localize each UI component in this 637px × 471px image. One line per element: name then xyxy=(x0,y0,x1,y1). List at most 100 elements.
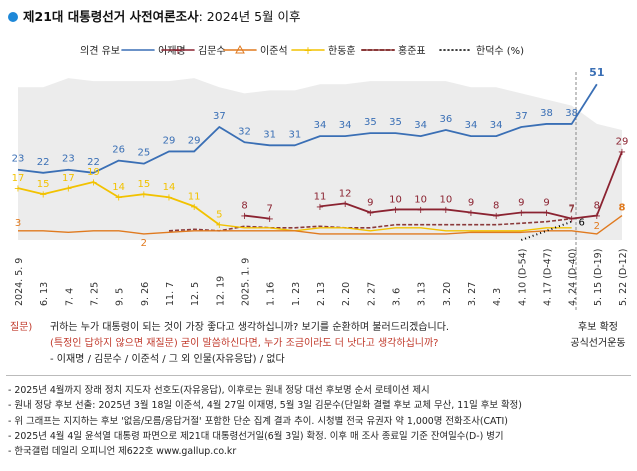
x-tick-label: 7. 4 xyxy=(64,288,75,306)
series-line xyxy=(244,151,623,220)
x-tick-label: 4. 10 (D-54) xyxy=(517,249,528,306)
chart-title: 제21대 대통령선거 사전여론조사: 2024년 5월 이후 xyxy=(8,6,301,25)
data-marker: + xyxy=(114,193,122,204)
data-label: 38 xyxy=(565,108,578,119)
data-label: 35 xyxy=(389,117,402,128)
data-label: 8 xyxy=(493,201,499,212)
x-tick-label: 2024. 5. 9 xyxy=(14,258,25,306)
x-tick-label: 2. 13 xyxy=(316,282,327,306)
x-tick-label: 3. 20 xyxy=(442,282,453,306)
note-line: - 원내 정당 후보 선출: 2025년 3월 18일 이준석, 4월 27일 … xyxy=(8,400,522,412)
data-label: 36 xyxy=(439,114,452,125)
data-marker: + xyxy=(618,147,626,158)
x-tick-label: 12. 19 xyxy=(215,276,226,306)
legend-label: 이재명 xyxy=(158,45,186,57)
phase-label-2: 공식선거운동 xyxy=(570,338,626,349)
title-sub: : 2024년 5월 이후 xyxy=(198,9,301,24)
x-tick-label: 9. 26 xyxy=(140,282,151,306)
data-marker: + xyxy=(165,193,173,204)
x-tick-label: 3. 13 xyxy=(417,282,428,306)
x-tick-label: 12. 5 xyxy=(190,282,201,306)
data-marker: + xyxy=(190,202,198,213)
data-label: 31 xyxy=(263,129,276,140)
data-label: 34 xyxy=(314,120,327,131)
legend-label: 이준석 xyxy=(260,45,288,57)
data-label: 5 xyxy=(216,210,222,221)
data-label: 34 xyxy=(414,120,427,131)
data-label: 23 xyxy=(12,154,25,165)
legend-marker: + xyxy=(173,44,182,57)
data-marker: + xyxy=(14,184,22,195)
data-label: 11 xyxy=(314,191,327,202)
x-tick-label: 2025. 1. 9 xyxy=(241,258,252,306)
reserved-area xyxy=(18,78,622,240)
data-marker: + xyxy=(467,208,475,219)
note-line: - 2025년 4월까지 장래 정치 지도자 선호도(자유응답), 이후로는 원… xyxy=(8,385,430,396)
data-marker: + xyxy=(391,205,399,216)
data-label: 15 xyxy=(37,179,50,190)
question-line-2: (특정인 답하지 않으면 재질문) 굳이 말씀하신다면, 누가 조금이라도 더 … xyxy=(50,338,439,349)
data-label: 34 xyxy=(490,120,503,131)
question-line-1: 귀하는 누가 대통령이 되는 것이 가장 좋다고 생각하십니까? 보기를 순환하… xyxy=(50,322,450,333)
data-label: 22 xyxy=(87,157,100,168)
legend-label: 한동훈 xyxy=(328,44,356,57)
data-label: 35 xyxy=(364,117,377,128)
series-line-han-tail xyxy=(219,224,572,232)
series-line-lee-js xyxy=(18,214,623,235)
data-label: 10 xyxy=(414,194,427,205)
series-line-han-ds xyxy=(520,220,573,241)
divider xyxy=(6,375,631,376)
data-label: 7 xyxy=(568,204,574,215)
data-label: 2 xyxy=(141,238,147,249)
data-marker: + xyxy=(140,190,148,201)
question-line-3: - 이재명 / 김문수 / 이준석 / 그 외 인물(자유응답) / 없다 xyxy=(50,354,285,365)
data-label: 7 xyxy=(568,205,574,216)
data-label: 10 xyxy=(389,194,402,205)
data-label: 9 xyxy=(543,198,549,209)
series-line-hong xyxy=(168,217,572,232)
note-line: - 한국갤럽 데일리 오피니언 제622호 www.gallup.co.kr xyxy=(8,446,237,458)
series-line xyxy=(17,83,598,174)
legend-label: 김문수 xyxy=(198,45,226,57)
x-tick-label: 4. 17 (D-47) xyxy=(543,249,554,306)
data-marker: + xyxy=(366,208,374,219)
title-bullet-icon xyxy=(8,12,18,22)
title-main: 제21대 대통령선거 사전여론조사 xyxy=(23,9,199,24)
data-marker: + xyxy=(341,199,349,210)
data-label: 11 xyxy=(188,191,201,202)
x-tick-label: 2. 20 xyxy=(341,282,352,306)
x-tick-label: 5. 22 (D-12) xyxy=(618,249,629,306)
data-label: 25 xyxy=(137,148,150,159)
legend-label: 의견 유보 xyxy=(80,45,120,57)
series-line xyxy=(17,181,220,226)
data-label: 8 xyxy=(594,201,600,212)
notes: - 2025년 4월까지 장래 정치 지도자 선호도(자유응답), 이후로는 원… xyxy=(8,383,522,459)
x-tick-label: 7. 25 xyxy=(90,282,101,306)
x-tick-label: 4. 3 xyxy=(492,288,503,306)
data-marker: + xyxy=(442,205,450,216)
x-tick-label: 3. 6 xyxy=(392,288,403,306)
data-marker: + xyxy=(39,190,47,201)
data-label: 9 xyxy=(518,198,524,209)
data-label: 6 xyxy=(578,218,584,229)
data-label: 19 xyxy=(87,167,100,178)
data-label: 15 xyxy=(137,179,150,190)
data-marker: + xyxy=(265,214,273,225)
data-marker: + xyxy=(240,211,248,222)
data-label: 17 xyxy=(12,173,25,184)
data-label: 3 xyxy=(15,218,21,229)
data-label: 8 xyxy=(241,201,247,212)
data-label: 37 xyxy=(515,111,528,122)
note-line: - 2025년 4월 4일 윤석열 대통령 파면으로 제21대 대통령선거일(6… xyxy=(8,430,504,442)
x-tick-label: 5. 15 (D-19) xyxy=(593,249,604,306)
phase-label-1: 후보 확정 xyxy=(578,322,618,333)
data-label: 31 xyxy=(288,129,301,140)
data-label: 14 xyxy=(163,182,176,193)
legend-marker: + xyxy=(303,44,312,57)
data-marker: + xyxy=(542,208,550,219)
data-label: 8 xyxy=(619,203,626,214)
data-marker: + xyxy=(316,202,324,213)
data-marker: + xyxy=(567,214,575,225)
x-tick-label: 3. 27 xyxy=(467,282,478,306)
